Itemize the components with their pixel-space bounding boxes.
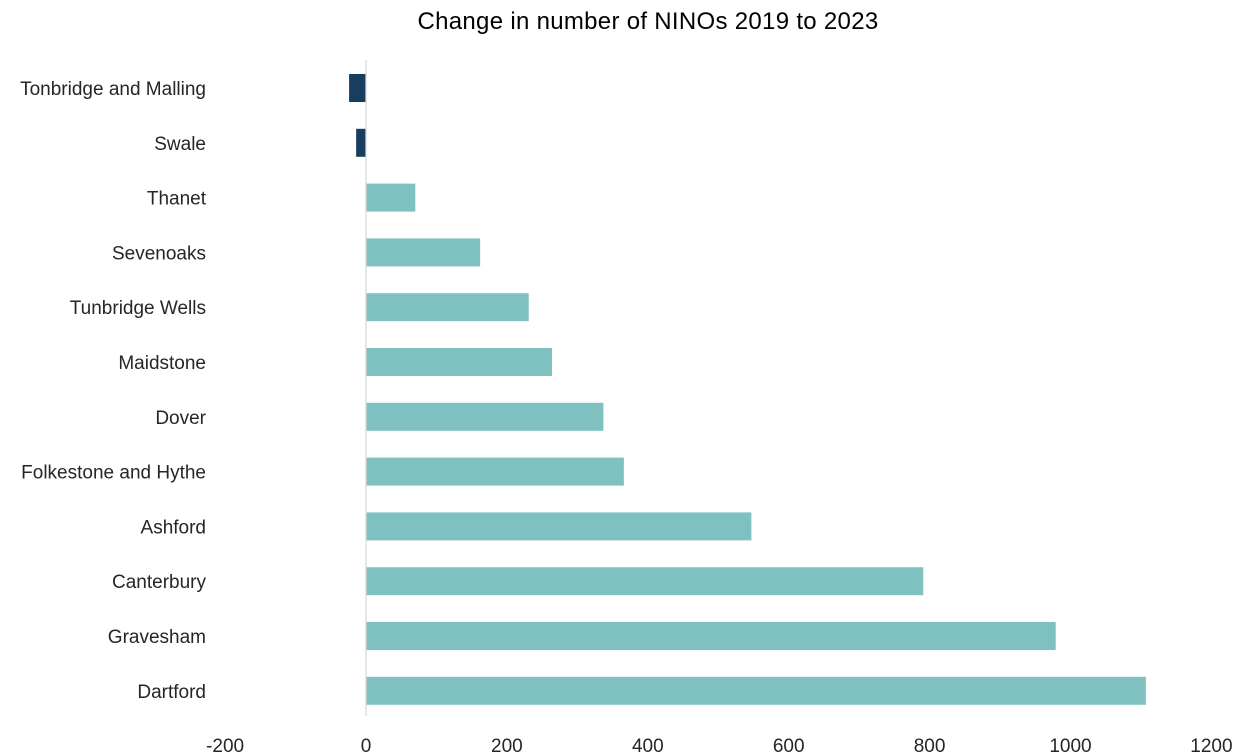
x-tick-label: -200: [206, 736, 244, 756]
category-label: Sevenoaks: [112, 243, 206, 264]
category-label: Folkestone and Hythe: [21, 463, 206, 484]
category-label: Tunbridge Wells: [70, 298, 206, 319]
x-tick-label: 800: [914, 736, 946, 756]
category-label: Dover: [155, 408, 206, 429]
bar: [366, 293, 529, 322]
x-tick-label: 1000: [1049, 736, 1091, 756]
category-label: Canterbury: [112, 572, 206, 593]
category-label: Dartford: [137, 682, 206, 703]
category-label: Swale: [154, 134, 206, 155]
x-tick-label: 600: [773, 736, 805, 756]
bar: [366, 238, 481, 267]
bar: [349, 74, 366, 102]
bar: [366, 512, 752, 541]
category-label: Maidstone: [118, 353, 206, 374]
category-label: Gravesham: [108, 627, 206, 648]
category-label: Tonbridge and Malling: [20, 79, 206, 100]
category-label: Thanet: [147, 189, 207, 210]
x-tick-label: 400: [632, 736, 664, 756]
bar: [366, 622, 1056, 650]
x-tick-label: 200: [491, 736, 523, 756]
x-tick-label: 0: [361, 736, 372, 756]
bar: [366, 402, 604, 431]
bar: [366, 457, 624, 486]
bar: [366, 183, 416, 212]
bar: [356, 128, 366, 157]
bar: [366, 348, 552, 376]
chart-title: Change in number of NINOs 2019 to 2023: [417, 8, 879, 35]
category-label: Ashford: [141, 517, 206, 538]
bar: [366, 676, 1146, 705]
bar: [366, 567, 924, 596]
x-tick-label: 1200: [1190, 736, 1232, 756]
